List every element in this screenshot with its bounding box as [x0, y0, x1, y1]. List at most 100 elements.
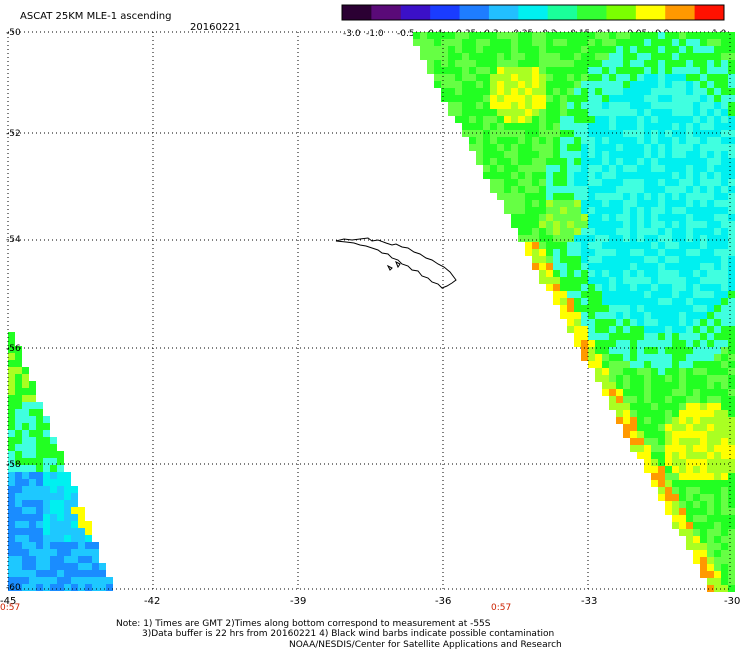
- data-cell: [574, 235, 581, 242]
- data-cell: [693, 508, 700, 515]
- data-cell: [714, 270, 721, 277]
- data-cell: [728, 431, 735, 438]
- data-cell: [609, 242, 616, 249]
- data-cell: [630, 137, 637, 144]
- data-cell: [525, 137, 532, 144]
- data-cell: [658, 494, 665, 501]
- data-cell: [574, 32, 581, 39]
- data-cell: [567, 221, 574, 228]
- data-cell: [532, 242, 539, 249]
- data-cell: [728, 144, 735, 151]
- data-cell: [602, 158, 609, 165]
- data-cell: [532, 207, 539, 214]
- data-cell: [721, 221, 728, 228]
- data-cell: [721, 256, 728, 263]
- data-cell: [637, 263, 644, 270]
- data-cell: [616, 263, 623, 270]
- data-cell: [574, 109, 581, 116]
- data-cell: [609, 81, 616, 88]
- data-cell: [595, 179, 602, 186]
- data-cell: [574, 263, 581, 270]
- data-cell: [728, 165, 735, 172]
- data-cell: [700, 361, 707, 368]
- data-cell: [707, 249, 714, 256]
- data-cell: [658, 396, 665, 403]
- data-cell: [567, 291, 574, 298]
- data-cell: [686, 368, 693, 375]
- data-cell: [637, 368, 644, 375]
- data-cell: [623, 81, 630, 88]
- data-cell: [539, 193, 546, 200]
- data-cell: [679, 396, 686, 403]
- data-cell: [567, 151, 574, 158]
- data-cell: [525, 39, 532, 46]
- data-cell: [658, 270, 665, 277]
- data-cell: [602, 221, 609, 228]
- data-cell: [644, 326, 651, 333]
- data-cell: [728, 158, 735, 165]
- data-cell: [707, 396, 714, 403]
- data-cell: [574, 123, 581, 130]
- data-cell: [686, 179, 693, 186]
- data-cell: [469, 32, 476, 39]
- data-cell: [483, 88, 490, 95]
- data-cell: [644, 60, 651, 67]
- data-cell: [651, 277, 658, 284]
- data-cell: [714, 396, 721, 403]
- data-cell: [686, 508, 693, 515]
- data-cell: [609, 179, 616, 186]
- data-cell: [602, 102, 609, 109]
- data-cell: [602, 53, 609, 60]
- data-cell: [15, 409, 22, 416]
- data-cell: [637, 270, 644, 277]
- data-cell: [8, 416, 15, 423]
- data-cell: [15, 416, 22, 423]
- data-cell: [672, 410, 679, 417]
- data-cell: [560, 221, 567, 228]
- data-cell: [497, 123, 504, 130]
- data-cell: [637, 291, 644, 298]
- data-cell: [686, 165, 693, 172]
- data-cell: [588, 270, 595, 277]
- data-cell: [22, 423, 29, 430]
- data-cell: [546, 102, 553, 109]
- data-cell: [602, 368, 609, 375]
- data-cell: [693, 74, 700, 81]
- data-cell: [686, 326, 693, 333]
- data-cell: [539, 46, 546, 53]
- data-cell: [686, 459, 693, 466]
- data-cell: [588, 298, 595, 305]
- data-cell: [679, 151, 686, 158]
- data-cell: [637, 158, 644, 165]
- data-cell: [651, 291, 658, 298]
- data-cell: [679, 410, 686, 417]
- data-cell: [658, 165, 665, 172]
- data-cell: [693, 557, 700, 564]
- data-cell: [15, 570, 22, 577]
- data-cell: [560, 214, 567, 221]
- data-cell: [707, 361, 714, 368]
- data-cell: [714, 214, 721, 221]
- data-cell: [36, 430, 43, 437]
- data-cell: [679, 109, 686, 116]
- data-cell: [595, 326, 602, 333]
- data-cell: [728, 193, 735, 200]
- data-cell: [427, 32, 434, 39]
- data-cell: [504, 109, 511, 116]
- data-cell: [43, 542, 50, 549]
- data-cell: [581, 179, 588, 186]
- data-cell: [714, 151, 721, 158]
- data-cell: [651, 270, 658, 277]
- data-cell: [616, 382, 623, 389]
- data-cell: [29, 395, 36, 402]
- data-cell: [665, 361, 672, 368]
- data-cell: [693, 67, 700, 74]
- data-cell: [22, 479, 29, 486]
- data-cell: [546, 81, 553, 88]
- data-cell: [658, 130, 665, 137]
- data-cell: [455, 74, 462, 81]
- data-cell: [672, 361, 679, 368]
- data-cell: [560, 116, 567, 123]
- data-cell: [714, 95, 721, 102]
- data-cell: [623, 431, 630, 438]
